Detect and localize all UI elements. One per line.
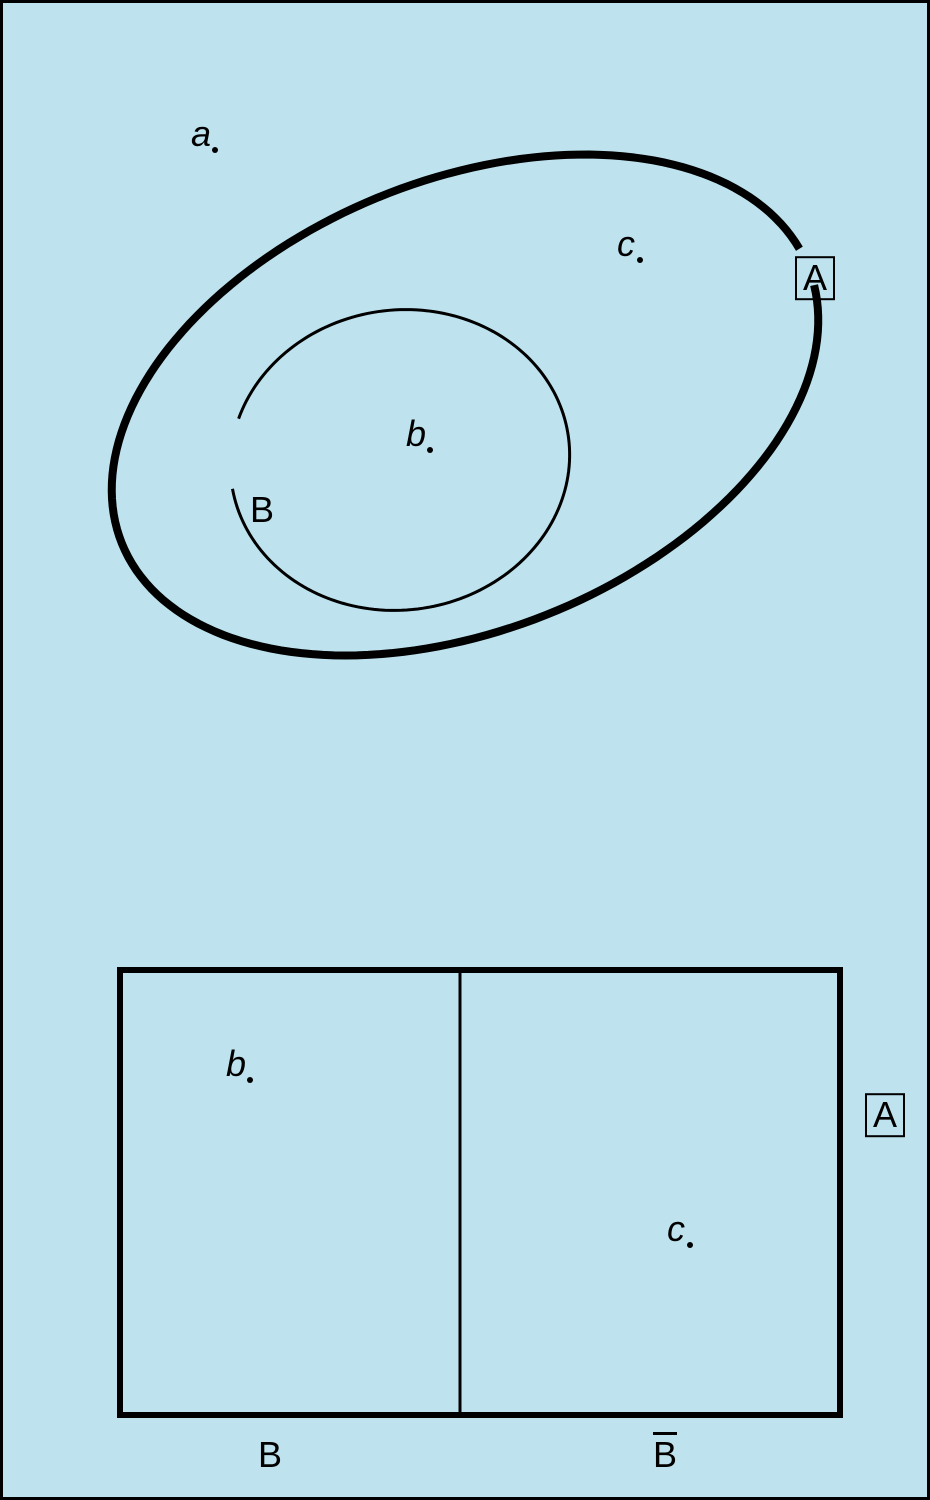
region-a-label: A [795, 256, 835, 300]
point-b-dot [427, 447, 433, 453]
rect-region-a-label: A [865, 1093, 905, 1137]
diagram-canvas: a b c A B b c A B B [0, 0, 930, 1500]
point-c-label: c [617, 223, 635, 265]
diagram-svg [0, 0, 930, 1500]
background-rect [2, 2, 929, 1499]
rect-point-c-label: c [667, 1208, 685, 1250]
point-b-label: b [406, 413, 426, 455]
point-a-dot [212, 147, 218, 153]
rect-point-b-label: b [226, 1043, 246, 1085]
rect-region-b-label: B [258, 1434, 282, 1476]
point-a-label: a [191, 113, 211, 155]
rect-point-b-dot [247, 1077, 253, 1083]
rect-region-bbar-label: B [653, 1434, 677, 1476]
rect-point-c-dot [687, 1242, 693, 1248]
region-b-label: B [250, 489, 274, 531]
point-c-dot [637, 257, 643, 263]
